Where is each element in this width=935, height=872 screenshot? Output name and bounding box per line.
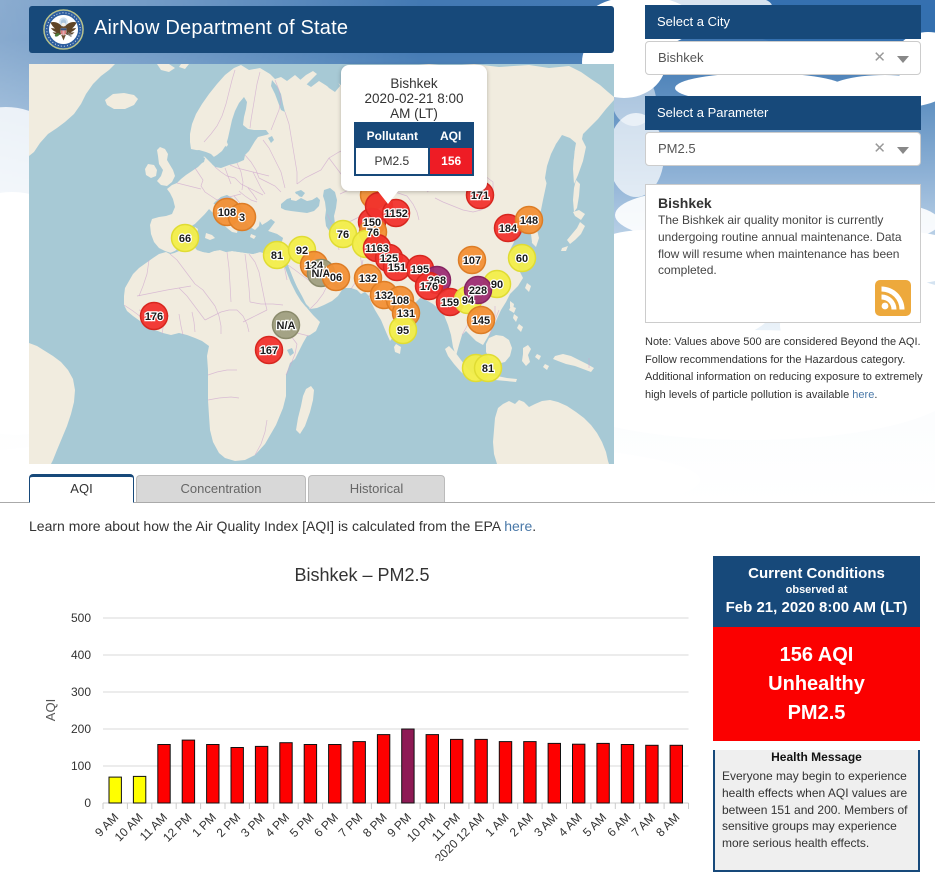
svg-text:268: 268 [428,275,446,287]
svg-text:500: 500 [71,611,91,625]
svg-text:90: 90 [491,279,503,291]
svg-text:108: 108 [218,207,236,219]
svg-text:76: 76 [337,229,349,241]
svg-text:3 PM: 3 PM [238,810,268,840]
svg-text:95: 95 [397,325,409,337]
svg-text:4 PM: 4 PM [262,810,292,840]
svg-text:125: 125 [380,253,398,265]
svg-text:7 PM: 7 PM [336,810,366,840]
svg-text:1 AM: 1 AM [482,810,511,839]
svg-text:8 PM: 8 PM [360,810,390,840]
svg-text:145: 145 [472,315,490,327]
svg-text:148: 148 [520,215,538,227]
svg-text:159: 159 [441,297,459,309]
svg-text:300: 300 [71,685,91,699]
svg-text:4 AM: 4 AM [556,810,585,839]
svg-text:151: 151 [388,262,406,274]
svg-text:8 AM: 8 AM [653,810,682,839]
svg-text:131: 131 [397,308,415,320]
svg-text:171: 171 [471,190,489,202]
svg-text:1 PM: 1 PM [189,810,219,840]
svg-text:N/A: N/A [277,320,296,332]
svg-text:176: 176 [420,281,438,293]
svg-text:400: 400 [71,648,91,662]
svg-text:167: 167 [260,345,278,357]
svg-text:5 AM: 5 AM [580,810,609,839]
svg-text:228: 228 [469,285,487,297]
svg-text:81: 81 [271,250,283,262]
svg-text:2 AM: 2 AM [507,810,536,839]
svg-text:132: 132 [359,273,377,285]
svg-text:7 AM: 7 AM [629,810,658,839]
svg-text:100: 100 [71,759,91,773]
svg-text:184: 184 [499,223,518,235]
svg-text:0: 0 [84,796,91,810]
svg-text:81: 81 [482,363,494,375]
svg-text:94: 94 [462,295,475,307]
svg-text:5 PM: 5 PM [287,810,317,840]
svg-text:6 AM: 6 AM [604,810,633,839]
svg-text:150: 150 [363,217,381,229]
svg-text:1163: 1163 [365,243,389,255]
svg-text:66: 66 [179,233,191,245]
svg-text:60: 60 [516,253,528,265]
svg-text:1152: 1152 [384,208,408,220]
svg-text:92: 92 [296,245,308,257]
svg-text:3: 3 [239,212,245,224]
svg-text:200: 200 [71,722,91,736]
svg-text:2 PM: 2 PM [214,810,244,840]
svg-text:N/A: N/A [312,268,331,280]
svg-text:124: 124 [305,260,324,272]
svg-text:Bishkek – PM2.5: Bishkek – PM2.5 [294,565,429,585]
svg-text:76: 76 [367,227,379,239]
svg-text:108: 108 [391,295,409,307]
svg-text:195: 195 [411,264,429,276]
svg-text:6 PM: 6 PM [311,810,341,840]
svg-text:176: 176 [145,311,163,323]
svg-text:10 AM: 10 AM [112,810,146,844]
svg-text:06: 06 [330,272,342,284]
svg-text:107: 107 [463,255,481,267]
svg-text:132: 132 [375,290,393,302]
svg-text:AQI: AQI [43,699,58,721]
svg-text:3 AM: 3 AM [531,810,560,839]
